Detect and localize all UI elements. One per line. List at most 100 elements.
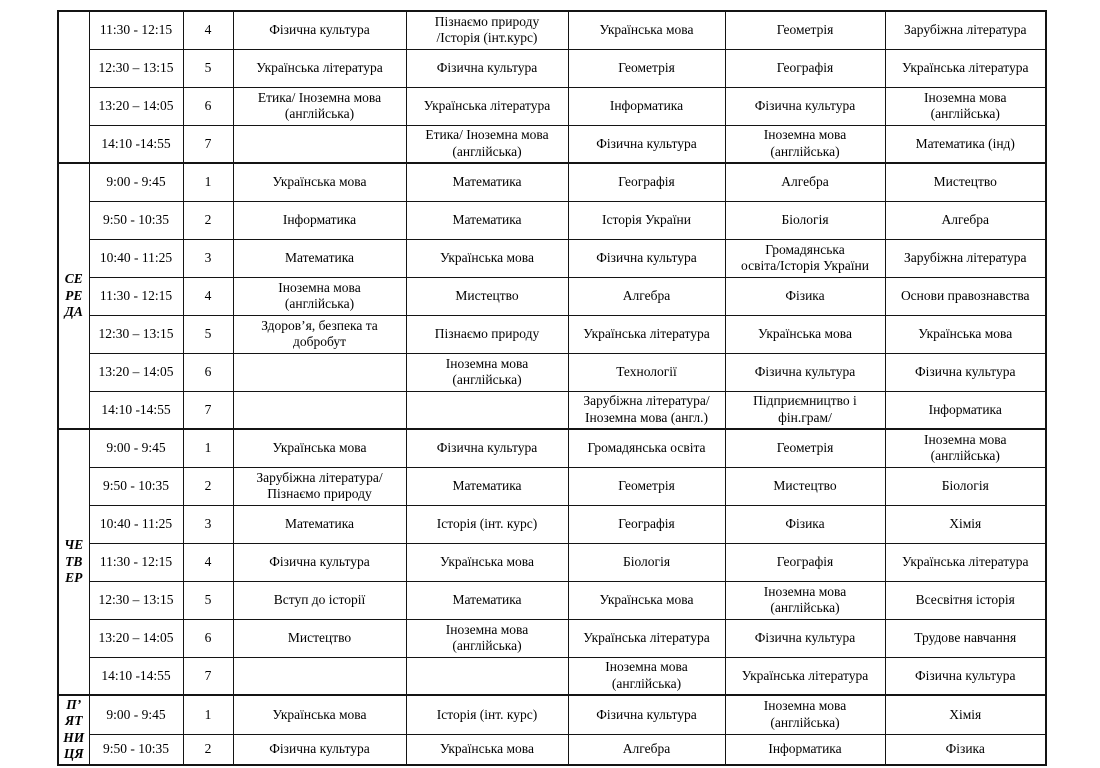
time-cell: 12:30 – 13:15 xyxy=(88,48,184,88)
day-label-line: ЦЯ xyxy=(63,746,84,762)
subject-cell: Всесвітня історія xyxy=(884,580,1047,620)
table-row: СЕ РЕ ДА 9:00 - 9:45 1 Українська мова Математ… xyxy=(57,162,1047,430)
subject-cell: Українська мова xyxy=(232,162,407,202)
day-cell-empty xyxy=(57,10,90,164)
subject-cell: Географія xyxy=(567,504,726,544)
lesson-number-cell: 2 xyxy=(182,466,234,506)
lesson-number-cell: 6 xyxy=(182,618,234,658)
day-cell-wednesday: СЕ РЕ ДА xyxy=(57,162,90,430)
table-row: 12:30 – 13:15 5 Українська література Фізич… xyxy=(58,48,1047,88)
subject-cell: Зарубіжна література xyxy=(884,10,1047,50)
lesson-number-cell: 3 xyxy=(182,504,234,544)
subject-cell: Фізична культура xyxy=(567,693,726,735)
time-cell: 9:00 - 9:45 xyxy=(88,428,184,468)
subject-cell: Фізична культура xyxy=(567,124,726,164)
time-cell: 9:00 - 9:45 xyxy=(88,162,184,202)
time-cell: 9:50 - 10:35 xyxy=(88,200,184,240)
subject-cell xyxy=(405,656,569,696)
subject-cell: Українська мова xyxy=(567,580,726,620)
subject-cell: Мистецтво xyxy=(405,276,569,316)
subject-cell: Геометрія xyxy=(724,10,886,50)
subject-cell: Українська мова xyxy=(232,693,407,735)
subject-cell xyxy=(405,390,569,430)
timetable: 11:30 - 12:15 4 Фізична культура Пізнаємо п… xyxy=(57,10,1047,766)
subject-cell: Математика xyxy=(405,200,569,240)
subject-cell: Етика/ Іноземна мова (англійська) xyxy=(405,124,569,164)
lesson-number-cell: 1 xyxy=(182,162,234,202)
subject-cell: Іноземна мова (англійська) xyxy=(567,656,726,696)
subject-cell: Етика/ Іноземна мова (англійська) xyxy=(232,86,407,126)
subject-cell: Фізична культура xyxy=(724,86,886,126)
table-row: ЧЕ ТВ ЕР 9:00 - 9:45 1 Українська мова Фізична… xyxy=(57,428,1047,696)
subject-cell: Інформатика xyxy=(567,86,726,126)
lesson-number-cell: 6 xyxy=(182,352,234,392)
table-row: 10:40 - 11:25 3 Математика Історія (інт. ку… xyxy=(58,504,1047,544)
table-row: 13:20 – 14:05 6 Етика/ Іноземна мова (англ… xyxy=(58,86,1047,126)
subject-cell: Історія України xyxy=(567,200,726,240)
subject-cell: Фізична культура xyxy=(232,542,407,582)
lesson-number-cell: 7 xyxy=(182,124,234,164)
time-cell: 14:10 -14:55 xyxy=(88,124,184,164)
time-cell: 10:40 - 11:25 xyxy=(88,504,184,544)
table-row: 14:10 -14:55 7 Іноземна мова (англійська) У… xyxy=(58,656,1047,696)
time-cell: 10:40 - 11:25 xyxy=(88,238,184,278)
time-cell: 12:30 – 13:15 xyxy=(88,580,184,620)
subject-cell: Українська мова xyxy=(405,238,569,278)
lesson-number-cell: 4 xyxy=(182,542,234,582)
subject-cell: Біологія xyxy=(724,200,886,240)
day-label-line: ТВ xyxy=(65,553,83,569)
subject-cell: Біологія xyxy=(567,542,726,582)
subject-cell: Інформатика xyxy=(884,390,1047,430)
subject-cell: Громадянська освіта xyxy=(567,428,726,468)
subject-cell: Математика xyxy=(405,466,569,506)
subject-cell: Технології xyxy=(567,352,726,392)
subject-cell: Пізнаємо природу xyxy=(405,314,569,354)
subject-cell xyxy=(232,124,407,164)
lesson-number-cell: 1 xyxy=(182,693,234,735)
subject-cell: Українська мова xyxy=(232,428,407,468)
subject-cell: Геометрія xyxy=(567,48,726,88)
time-cell: 9:50 - 10:35 xyxy=(88,466,184,506)
subject-cell: Фізична культура xyxy=(884,352,1047,392)
subject-cell: Українська мова xyxy=(567,10,726,50)
lesson-number-cell: 5 xyxy=(182,314,234,354)
subject-cell: Здоров’я, безпека та добробут xyxy=(232,314,407,354)
table-row: 11:30 - 12:15 4 Фізична культура Українська… xyxy=(58,542,1047,582)
subject-cell: Громадянська освіта/Історія України xyxy=(724,238,886,278)
table-row: 12:30 – 13:15 5 Вступ до історії Математика… xyxy=(58,580,1047,620)
lesson-number-cell: 7 xyxy=(182,656,234,696)
subject-cell: Українська мова xyxy=(405,733,569,766)
subject-cell: Фізична культура xyxy=(724,618,886,658)
subject-cell: Українська література xyxy=(232,48,407,88)
time-cell: 14:10 -14:55 xyxy=(88,390,184,430)
subject-cell: Фізична культура xyxy=(405,428,569,468)
subject-cell: Математика xyxy=(232,238,407,278)
subject-cell: Фізична культура xyxy=(232,733,407,766)
subject-cell: Фізика xyxy=(884,733,1047,766)
subject-cell: Фізична культура xyxy=(567,238,726,278)
time-cell: 11:30 - 12:15 xyxy=(88,542,184,582)
lesson-number-cell: 5 xyxy=(182,580,234,620)
subject-cell: Геометрія xyxy=(567,466,726,506)
table-row: 13:20 – 14:05 6 Іноземна мова (англійська)… xyxy=(58,352,1047,392)
subject-cell: Іноземна мова (англійська) xyxy=(724,580,886,620)
subject-cell: Підприємництво і фін.грам/ xyxy=(724,390,886,430)
subject-cell: Основи правознавства xyxy=(884,276,1047,316)
subject-cell: Українська література xyxy=(724,656,886,696)
subject-cell: Алгебра xyxy=(567,276,726,316)
subject-cell: Хімія xyxy=(884,693,1047,735)
subject-cell: Іноземна мова (англійська) xyxy=(724,693,886,735)
subject-cell: Трудове навчання xyxy=(884,618,1047,658)
subject-cell: Українська література xyxy=(884,48,1047,88)
day-label-line: РЕ xyxy=(65,287,83,303)
subject-cell: Хімія xyxy=(884,504,1047,544)
day-label-line: ЕР xyxy=(65,570,83,586)
subject-cell: Українська мова xyxy=(405,542,569,582)
table-row: 14:10 -14:55 7 Зарубіжна література/ Інозе… xyxy=(58,390,1047,430)
day-cell-thursday: ЧЕ ТВ ЕР xyxy=(57,428,90,696)
day-label-line: СЕ xyxy=(64,271,83,287)
lesson-number-cell: 6 xyxy=(182,86,234,126)
subject-cell: Інформатика xyxy=(724,733,886,766)
table-row: 9:50 - 10:35 2 Інформатика Математика Історі… xyxy=(58,200,1047,240)
